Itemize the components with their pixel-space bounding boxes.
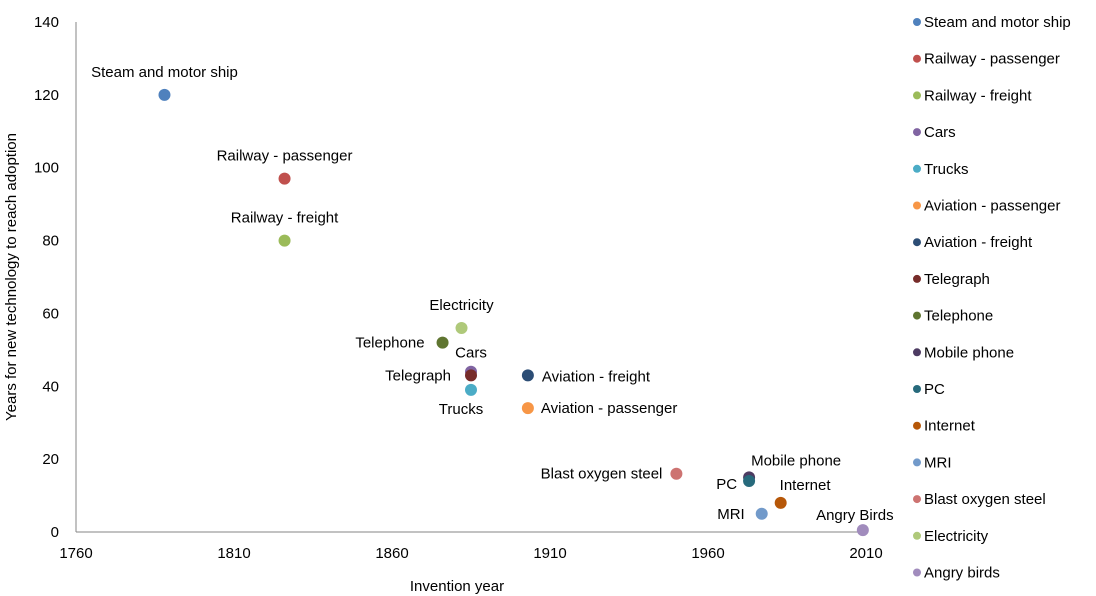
data-point — [158, 88, 171, 101]
data-label: Railway - freight — [231, 210, 339, 227]
legend-entry: Mobile phone — [924, 344, 1014, 361]
legend-marker — [913, 54, 921, 63]
data-label: Telephone — [355, 335, 424, 352]
data-label: Internet — [780, 477, 832, 494]
data-point — [670, 467, 683, 480]
x-tick-label: 1960 — [691, 545, 724, 562]
y-axis-title: Years for new technology to reach adopti… — [3, 133, 20, 421]
data-label: PC — [716, 476, 737, 493]
legend-marker — [913, 458, 921, 467]
x-tick-label: 1760 — [59, 545, 92, 562]
legend-entry: Cars — [924, 124, 956, 141]
data-point — [521, 369, 534, 382]
data-label: Trucks — [439, 401, 483, 418]
legend-entry: MRI — [924, 454, 952, 471]
data-label: Angry Birds — [816, 507, 894, 524]
legend-marker — [913, 128, 921, 137]
legend-entry: Angry birds — [924, 565, 1000, 582]
x-tick-labels: 1760 1810 1860 1910 1960 2010 — [59, 545, 882, 562]
legend-marker — [913, 531, 921, 540]
data-label: Aviation - freight — [542, 368, 651, 385]
y-tick-label: 60 — [42, 305, 59, 322]
data-label: Blast oxygen steel — [541, 466, 663, 483]
legend-entry: Railway - passenger — [924, 51, 1060, 68]
legend-marker — [913, 164, 921, 173]
legend-marker — [913, 568, 921, 577]
legend-marker — [913, 311, 921, 320]
y-tick-label: 80 — [42, 233, 59, 250]
data-point — [455, 322, 468, 334]
legend-entry: PC — [924, 381, 945, 398]
legend-marker — [913, 385, 921, 393]
data-label: Cars — [455, 345, 487, 362]
data-point — [521, 402, 534, 415]
y-tick-labels: 0 20 40 60 80 100 120 140 — [34, 14, 59, 541]
x-axis-title: Invention year — [410, 578, 504, 595]
legend-entry: Aviation - passenger — [924, 198, 1060, 215]
y-tick-label: 20 — [42, 451, 59, 468]
x-tick-label: 1910 — [533, 545, 566, 562]
data-labels: Steam and motor ship Railway - passenger R… — [91, 64, 894, 524]
data-point — [278, 172, 291, 185]
y-tick-label: 100 — [34, 160, 59, 177]
legend-entry: Steam and motor ship — [924, 14, 1071, 31]
x-tick-label: 1810 — [217, 545, 250, 562]
data-point — [774, 496, 787, 509]
legend-entry: Blast oxygen steel — [924, 491, 1046, 508]
legend-marker — [913, 495, 921, 504]
data-point — [465, 369, 477, 382]
legend-entry: Electricity — [924, 528, 989, 545]
data-point — [465, 383, 477, 396]
data-point — [436, 336, 449, 349]
data-label: Aviation - passenger — [541, 400, 677, 417]
data-point — [278, 234, 291, 247]
data-point — [856, 524, 869, 537]
legend-marker — [913, 274, 921, 283]
legend-entry: Railway - freight — [924, 87, 1032, 104]
data-label: Steam and motor ship — [91, 64, 238, 81]
y-tick-label: 120 — [34, 87, 59, 104]
data-points — [158, 88, 869, 537]
legend-marker — [913, 238, 921, 247]
legend-entry: Aviation - freight — [924, 234, 1033, 251]
data-label: Electricity — [429, 297, 494, 314]
legend-entry: Internet — [924, 418, 976, 435]
legend-marker — [913, 421, 921, 430]
legend-marker — [913, 201, 921, 210]
data-label: Railway - passenger — [217, 148, 353, 165]
y-tick-label: 140 — [34, 14, 59, 31]
data-point — [755, 507, 768, 520]
legend-marker — [913, 18, 921, 26]
legend-entry: Telephone — [924, 308, 993, 325]
x-tick-label: 1860 — [375, 545, 408, 562]
data-point — [743, 475, 756, 487]
axes — [75, 22, 866, 533]
legend-entry: Trucks — [924, 161, 968, 178]
data-label: Telegraph — [385, 367, 451, 384]
legend-marker — [913, 91, 921, 100]
legend-marker — [913, 348, 921, 357]
legend: Steam and motor ship Railway - passenger R… — [913, 14, 1071, 582]
legend-entry: Telegraph — [924, 271, 990, 288]
y-tick-label: 40 — [42, 378, 59, 395]
data-label: MRI — [717, 506, 745, 523]
data-label: Mobile phone — [751, 452, 841, 469]
x-tick-label: 2010 — [849, 545, 882, 562]
y-tick-label: 0 — [51, 524, 59, 541]
